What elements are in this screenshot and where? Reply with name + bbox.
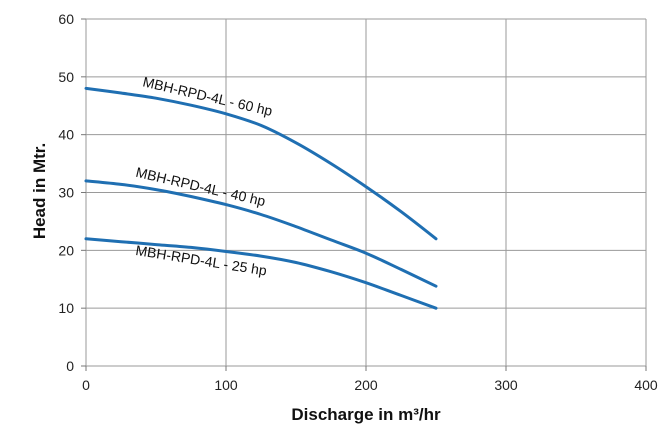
y-tick-label-0: 0 <box>66 358 74 374</box>
x-tick-label-3: 300 <box>494 377 518 393</box>
curve-1 <box>84 179 438 288</box>
curves <box>84 86 438 310</box>
curve-0 <box>84 86 438 241</box>
y-tick-label-4: 40 <box>58 127 74 143</box>
curve-2 <box>84 237 438 310</box>
x-axis-ticks: 0 100 200 300 400 <box>82 366 658 393</box>
y-tick-label-5: 50 <box>58 69 74 85</box>
curve-label-1: MBH-RPD-4L - 40 hp <box>134 164 267 209</box>
y-tick-label-3: 30 <box>58 185 74 201</box>
curve-label-0: MBH-RPD-4L - 60 hp <box>141 73 274 118</box>
grid-lines <box>85 18 647 367</box>
y-axis-title: Head in Mtr. <box>30 143 49 239</box>
x-tick-label-0: 0 <box>82 377 90 393</box>
y-tick-label-6: 60 <box>58 11 74 27</box>
x-axis-title: Discharge in m³/hr <box>291 405 441 424</box>
y-axis-ticks: 0 10 20 30 40 50 60 <box>58 11 86 374</box>
x-tick-label-2: 200 <box>354 377 378 393</box>
x-tick-label-4: 400 <box>634 377 658 393</box>
y-tick-label-2: 20 <box>58 242 74 258</box>
y-tick-label-1: 10 <box>58 300 74 316</box>
x-tick-label-1: 100 <box>214 377 238 393</box>
